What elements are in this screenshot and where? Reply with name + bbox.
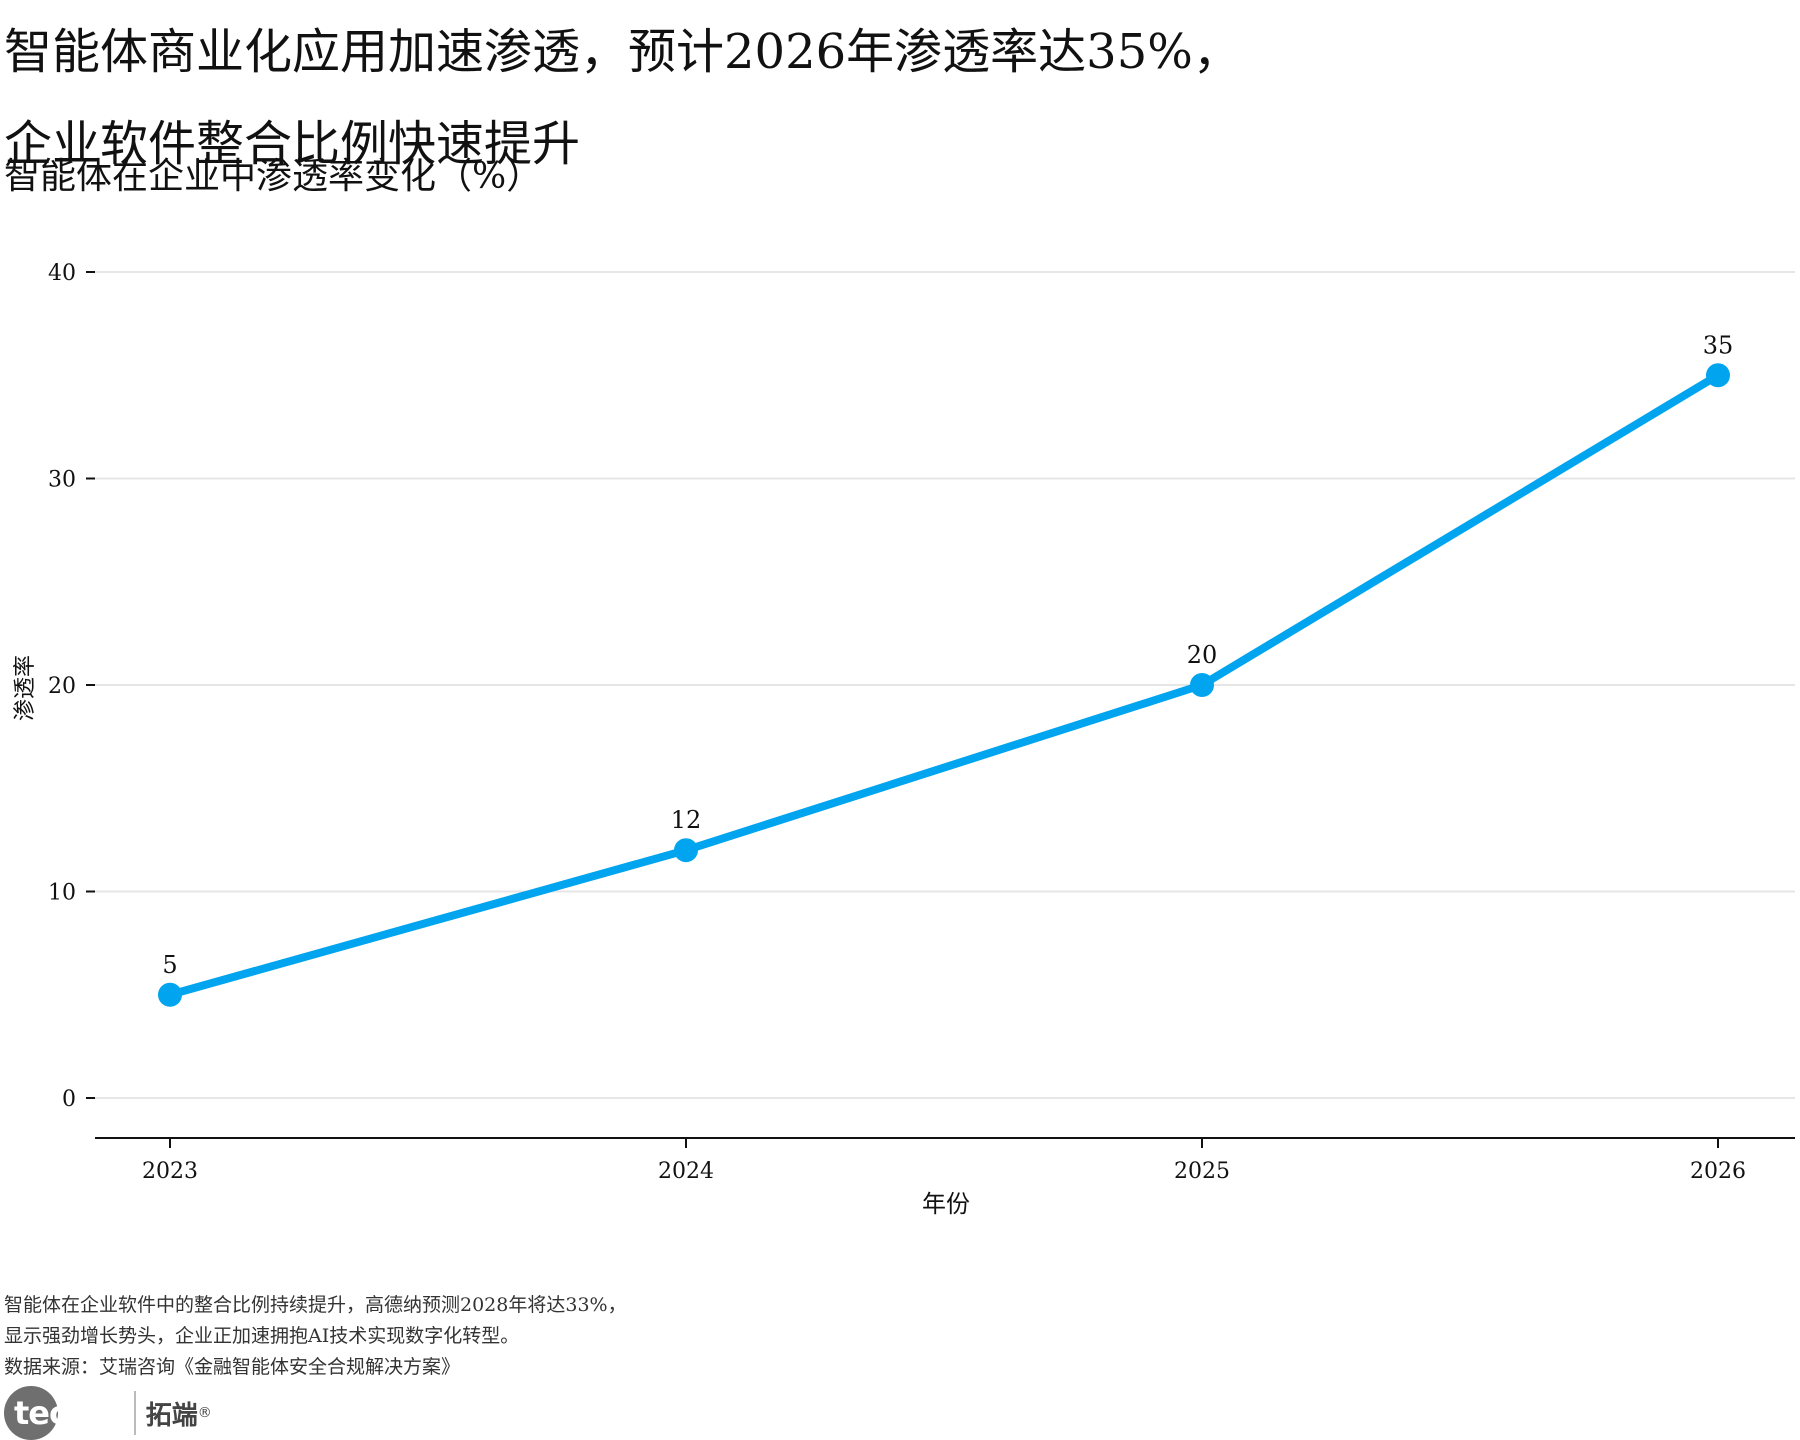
y-axis: 0 10 20 30 40: [48, 261, 95, 1112]
x-axis-label: 年份: [922, 1190, 970, 1218]
logo-registered-mark: ®: [197, 1405, 212, 1421]
x-tick-label: 2023: [142, 1159, 198, 1184]
x-tick-label: 2024: [658, 1159, 714, 1184]
gridlines: [95, 271, 1795, 1099]
logo-circle: [4, 1386, 58, 1440]
y-tick-label: 40: [48, 261, 76, 286]
data-label: 20: [1187, 641, 1218, 669]
data-labels: 5 12 20 35: [162, 331, 1733, 979]
series-line-path: [166, 371, 1722, 999]
logo-text-left: tecdat: [14, 1394, 125, 1432]
data-label: 5: [162, 951, 177, 979]
data-point: [1706, 363, 1730, 388]
y-tick-label: 0: [62, 1087, 76, 1112]
data-label: 35: [1703, 331, 1734, 359]
logo-text-right: 拓端: [145, 1400, 198, 1431]
caption: 智能体在企业软件中的整合比例持续提升，高德纳预测2028年将达33%， 显示强劲…: [4, 1290, 627, 1383]
data-point: [674, 838, 698, 863]
x-tick-label: 2025: [1174, 1159, 1230, 1184]
line-chart: 0 10 20 30 40 2023 2024 2025 2026 5 12 20 35 年份 渗透…: [13, 261, 1795, 1218]
x-axis: 2023 2024 2025 2026: [95, 1137, 1795, 1184]
brand-logo: tecdat 拓端 ®: [4, 1386, 212, 1440]
y-tick-label: 30: [48, 468, 76, 493]
caption-line-3: 数据来源：艾瑞咨询《金融智能体安全合规解决方案》: [4, 1356, 461, 1378]
data-point: [1190, 673, 1214, 697]
data-point: [158, 982, 182, 1007]
caption-line-1: 智能体在企业软件中的整合比例持续提升，高德纳预测2028年将达33%，: [4, 1294, 627, 1316]
y-axis-label: 渗透率: [13, 655, 38, 721]
logo-divider: [133, 1391, 136, 1435]
title-line-1: 智能体商业化应用加速渗透，预计2026年渗透率达35%，: [4, 24, 1241, 80]
x-tick-label: 2026: [1690, 1159, 1746, 1184]
series-line: [158, 363, 1730, 1007]
y-tick-label: 20: [48, 674, 76, 699]
title-line-2: 企业软件整合比例快速提升: [4, 116, 581, 172]
data-label: 12: [671, 806, 702, 834]
chart-subtitle: 智能体在企业中渗透率变化（%）: [4, 156, 543, 197]
y-tick-label: 10: [48, 881, 76, 906]
chart-title: 智能体商业化应用加速渗透，预计2026年渗透率达35%， 企业软件整合比例快速提…: [4, 6, 1241, 190]
caption-line-2: 显示强劲增长势头，企业正加速拥抱AI技术实现数字化转型。: [4, 1325, 520, 1347]
